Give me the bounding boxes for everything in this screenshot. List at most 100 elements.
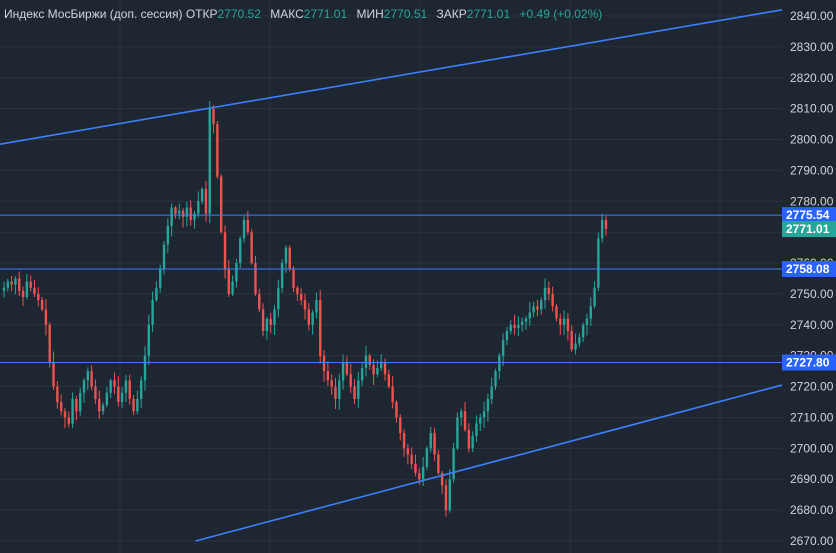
y-tick-label: 2720.00 [790, 380, 834, 394]
candle-body [82, 380, 86, 393]
candle-body [208, 108, 211, 214]
candle-body [524, 318, 528, 322]
y-tick-label: 2780.00 [790, 194, 834, 208]
candle-body [593, 287, 596, 307]
y-tick-label: 2790.00 [790, 163, 834, 177]
candle-body [284, 247, 288, 264]
candle-body [197, 201, 200, 214]
candle-body [547, 287, 551, 294]
candle-body [136, 398, 139, 412]
candle-body [383, 361, 387, 375]
candle-body [223, 232, 227, 270]
candle-body [566, 318, 570, 331]
candle-body [56, 386, 59, 403]
candle-body [425, 448, 429, 467]
candle-body [326, 371, 330, 381]
candle-body [25, 281, 29, 298]
candle-body [555, 306, 558, 319]
candle-body [40, 300, 44, 310]
candle-body [296, 287, 299, 294]
candle-body [2, 287, 6, 291]
candle-body [433, 432, 436, 455]
candle-body [185, 207, 189, 217]
candle-body [21, 290, 25, 298]
y-tick-label: 2750.00 [790, 287, 834, 301]
candle-body [494, 371, 497, 387]
candle-body [578, 337, 581, 344]
candle-body [517, 324, 520, 328]
candle-body [98, 398, 101, 412]
candle-body [395, 402, 398, 418]
candle-body [143, 355, 147, 381]
candle-body [532, 306, 535, 313]
candle-body [589, 306, 592, 319]
y-tick-label: 2710.00 [790, 410, 834, 424]
candle-body [178, 210, 181, 214]
candle-body [600, 219, 604, 239]
candle-body [261, 309, 265, 331]
candle-body [501, 340, 505, 356]
candle-body [288, 247, 291, 270]
candle-body [498, 355, 501, 372]
candle-body [581, 324, 585, 338]
candle-body [463, 411, 467, 430]
candle-body [86, 371, 90, 381]
candle-body [368, 355, 371, 365]
candle-body [79, 392, 82, 412]
candle-body [559, 318, 562, 325]
chart-legend: Индекс МосБиржи (доп. сессия) ОТКР2770.5… [4, 7, 602, 21]
candle-body [311, 312, 314, 325]
candle-body [418, 473, 421, 480]
candle-body [18, 278, 21, 291]
candle-body [48, 324, 51, 362]
candle-body [59, 402, 63, 412]
candle-body [372, 364, 375, 375]
candle-body [299, 293, 303, 301]
level-label: 2758.08 [786, 262, 830, 276]
candle-body [482, 411, 486, 418]
trend-line [195, 384, 783, 542]
candle-body [319, 300, 322, 356]
legend-change: +0.49 (+0.02%) [519, 7, 603, 21]
candle-body [235, 263, 238, 282]
last-price-label-bg [782, 221, 836, 238]
candle-body [212, 108, 215, 125]
candle-body [402, 432, 406, 449]
candle-body [440, 473, 444, 486]
candle-body [269, 318, 272, 325]
candle-body [216, 124, 219, 177]
candle-body [444, 485, 448, 511]
candle-body [6, 281, 10, 288]
candle-body [90, 371, 93, 387]
candle-body [151, 300, 154, 325]
candle-body [174, 207, 177, 214]
candle-body [357, 380, 360, 399]
candle-body [67, 417, 70, 424]
candle-body [170, 207, 173, 226]
candle-body [505, 331, 509, 341]
candle-body [360, 368, 364, 381]
candle-body [452, 448, 455, 480]
candle-body [536, 306, 539, 310]
y-tick-label: 2800.00 [790, 133, 834, 147]
last-price-label: 2771.01 [786, 222, 830, 236]
candle-body [315, 300, 318, 313]
level-label-bg [782, 354, 836, 371]
candle-body [109, 380, 112, 393]
candle-body [513, 324, 516, 328]
candle-body [341, 361, 345, 381]
candle-body [456, 417, 459, 449]
legend-low-label: МИН [356, 7, 384, 21]
candle-body [364, 355, 368, 369]
candle-body [132, 398, 135, 412]
candle-body [204, 188, 208, 214]
candle-body [353, 386, 356, 399]
candle-body [330, 380, 333, 387]
y-tick-label: 2740.00 [790, 318, 834, 332]
candle-body [460, 411, 463, 418]
candle-body [71, 398, 74, 424]
candle-body [147, 324, 150, 356]
